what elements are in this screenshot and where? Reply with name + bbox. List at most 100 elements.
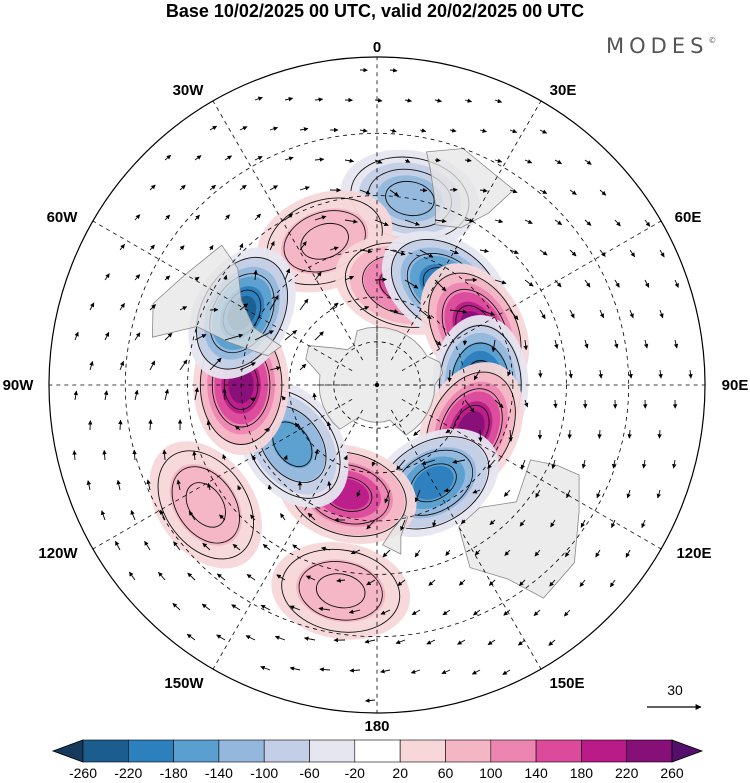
wind-vector [641, 459, 647, 469]
colorbar-tick-label: -220 [114, 765, 142, 781]
colorbar-tick-label: 140 [524, 765, 548, 781]
meridian-line [92, 220, 353, 372]
wind-vector [419, 188, 428, 193]
wind-vector [207, 482, 212, 491]
wind-vector [344, 158, 355, 163]
wind-vector [118, 419, 123, 431]
wind-vector [584, 219, 592, 226]
wind-vector [239, 184, 247, 191]
wind-vector [447, 369, 452, 383]
brand-text: MODES [606, 34, 709, 58]
wind-vector [281, 395, 287, 401]
meridian-line [401, 398, 662, 550]
wind-vector [614, 279, 620, 288]
wind-vector [464, 218, 474, 223]
wind-vector [473, 369, 481, 381]
wind-vector [449, 128, 457, 133]
wind-vector [366, 579, 376, 586]
wind-vector [479, 248, 489, 254]
wind-vector [569, 249, 577, 257]
wind-vector [100, 510, 106, 521]
wind-vector [312, 392, 317, 401]
wind-vector [580, 519, 586, 528]
graticule [49, 57, 705, 713]
wind-vector [382, 549, 391, 558]
wind-vector [626, 489, 631, 499]
wind-vector [414, 489, 421, 503]
wind-vector [231, 604, 241, 611]
streamline-loop [283, 210, 366, 273]
wind-vector [269, 185, 278, 191]
wind-vector [569, 189, 577, 195]
wind-vector [222, 388, 227, 401]
wind-vector [269, 126, 279, 131]
wind-vector [520, 459, 526, 470]
wind-vector [553, 399, 558, 409]
colorbar: -260 -220 -180 -140 -100 -60 -20 20 60 100 140 180 2… [51, 739, 704, 781]
wind-vector [172, 602, 181, 611]
africa [426, 148, 515, 229]
streamline-loop [157, 450, 255, 560]
wind-vector [509, 189, 518, 194]
wind-vector [194, 155, 202, 161]
wind-vector [194, 214, 200, 221]
wind-vector [283, 454, 288, 461]
wind-vector [284, 156, 294, 161]
wind-vector [384, 489, 391, 504]
wind-vector [134, 332, 141, 341]
wind-vector [186, 633, 196, 641]
meridian-label-30w: 30W [173, 82, 205, 99]
colorbar-bin [173, 739, 220, 763]
wind-vector [162, 449, 167, 461]
wind-vector [411, 609, 421, 616]
wind-vector [442, 609, 451, 616]
wind-vector [164, 154, 172, 161]
wind-vector [128, 571, 136, 581]
wind-vector [599, 249, 606, 257]
wind-vector [224, 214, 230, 221]
colorbar-extend-low [51, 739, 84, 763]
wind-vector [503, 489, 511, 497]
latitude-circle [124, 132, 630, 638]
map-title: Base 10/02/2025 00 UTC, valid 20/02/2025… [165, 1, 585, 21]
wind-vector [374, 219, 389, 226]
wind-vector [395, 639, 406, 645]
wind-vector [187, 572, 196, 581]
wind-vector [389, 249, 406, 256]
colorbar-tick-label: -260 [69, 765, 97, 781]
wind-vector [251, 455, 257, 461]
wind-vector [239, 126, 248, 131]
colorbar-bin [445, 739, 492, 763]
wind-vector [294, 422, 301, 431]
south-pole-marker [374, 382, 380, 388]
wind-vector [245, 635, 256, 641]
wind-vector [164, 214, 171, 221]
anomaly-contour [376, 175, 443, 222]
map-border [48, 56, 706, 714]
wind-vector [539, 129, 548, 134]
wind-vector [103, 390, 109, 401]
wind-vector [119, 243, 125, 251]
wind-vector [464, 158, 472, 163]
wind-vector [419, 249, 434, 258]
wind-vector [629, 309, 634, 319]
wind-vector [299, 363, 307, 371]
south-america [151, 244, 282, 357]
wind-vector [656, 489, 661, 499]
colorbar-bin [626, 739, 673, 763]
reference-vector: 30 [647, 682, 702, 710]
wind-vector [400, 519, 406, 531]
wind-vector [509, 249, 519, 254]
wind-vector [479, 128, 487, 133]
colorbar-bin [309, 739, 356, 763]
wind-vector [434, 218, 447, 224]
wind-vector [164, 275, 171, 281]
wind-vector [74, 331, 79, 341]
wind-vector [224, 155, 232, 161]
wind-vector [209, 357, 222, 371]
wind-vector [134, 389, 139, 401]
colorbar-bin [399, 739, 446, 763]
wind-vector [237, 485, 242, 491]
colorbar-tick-label: -20 [345, 765, 365, 781]
wind-vector [517, 639, 526, 646]
